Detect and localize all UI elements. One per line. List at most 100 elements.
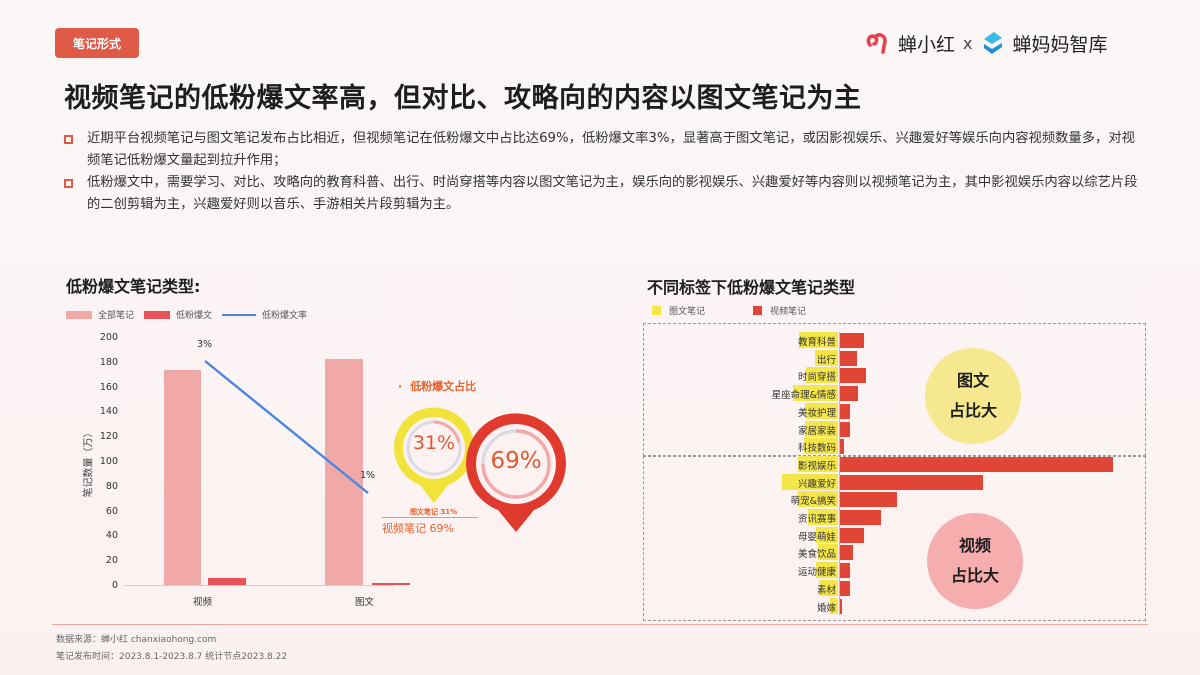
- video-share-bar: [840, 510, 881, 525]
- category-label: 运动健康: [797, 567, 836, 579]
- image-share-highlight: [805, 420, 838, 437]
- bullet-text: 低粉爆文中，需要学习、对比、攻略向的教育科普、出行、时尚穿搭等内容以图文笔记为主…: [87, 175, 1138, 212]
- y-tick: 80: [105, 480, 118, 492]
- image-share-highlight: [793, 385, 838, 402]
- category-label: 兴趣爱好: [797, 478, 836, 490]
- image-dominant-box: [643, 323, 1146, 456]
- category-axis: [839, 332, 840, 616]
- category-label: 家居家装: [797, 425, 836, 437]
- rate-line: [204, 360, 369, 494]
- rate-label-video: 3%: [197, 339, 213, 350]
- summary-bullets: 近期平台视频笔记与图文笔记发布占比相近，但视频笔记在低粉爆文中占比达69%，低粉…: [64, 128, 1144, 216]
- legend-swatch-rate-line: [222, 313, 257, 316]
- bullet-square-icon: [64, 179, 73, 188]
- image-share-highlight: [816, 526, 838, 543]
- y-tick: 120: [99, 431, 118, 443]
- badge-line: 占比大: [950, 566, 999, 585]
- category-label: 美妆护理: [797, 407, 836, 419]
- video-share-value: 69%: [490, 448, 542, 474]
- video-share-bar: [840, 333, 864, 348]
- video-share-bar: [840, 403, 850, 419]
- chanxiaohong-logo-icon: [866, 33, 887, 54]
- footer-divider: [52, 624, 1148, 625]
- category-label: 科技数码: [797, 443, 836, 455]
- bullet-item: 近期平台视频笔记与图文笔记发布占比相近，但视频笔记在低粉爆文中占比达69%，低粉…: [64, 128, 1144, 172]
- y-tick: 140: [99, 406, 118, 418]
- legend-swatch-low-fan: [144, 310, 171, 319]
- x-tick-video: 视频: [193, 597, 213, 608]
- category-label: 时尚穿搭: [797, 372, 836, 384]
- legend-label-rate: 低粉爆文率: [262, 311, 308, 321]
- legend-swatch-all-notes: [66, 310, 92, 319]
- video-share-bar: [840, 545, 853, 561]
- video-share-pin: [466, 413, 566, 532]
- logo-separator: x: [963, 33, 973, 53]
- image-share-highlight: [815, 349, 838, 366]
- image-share-highlight: [818, 544, 838, 561]
- bar-low-fan-image: [372, 583, 410, 585]
- video-share-bar: [840, 456, 1114, 472]
- video-share-bar: [840, 580, 850, 596]
- image-share-highlight: [806, 367, 838, 384]
- image-share-highlight: [830, 597, 838, 614]
- logo-left-text: 蝉小红: [898, 33, 956, 56]
- y-tick: 20: [105, 555, 118, 567]
- bullet-square-icon: [64, 135, 73, 144]
- logo-right-text: 蝉妈妈智库: [1012, 33, 1108, 56]
- video-share-bar: [840, 368, 866, 384]
- image-share-highlight: [808, 509, 838, 525]
- category-label: 教育科普: [797, 337, 836, 348]
- badge-line: 图文: [956, 371, 989, 390]
- y-tick: 180: [99, 356, 118, 368]
- footer-source: 数据来源：蝉小红 chanxiaohong.com: [56, 635, 217, 645]
- image-share-highlight: [798, 491, 838, 508]
- legend-label-video: 视频笔记: [770, 307, 807, 317]
- video-share-bar: [840, 527, 864, 543]
- y-tick: 200: [99, 332, 118, 343]
- category-label: 资讯赛事: [797, 514, 836, 525]
- chanmama-logo-icon: [984, 32, 1003, 54]
- image-share-highlight: [805, 402, 838, 419]
- brand-logos: 蝉小红 x 蝉妈妈智库: [866, 26, 1108, 60]
- legend-label-all-notes: 全部笔记: [98, 311, 135, 321]
- image-share-highlight: [816, 562, 838, 579]
- image-share-highlight: [819, 579, 838, 596]
- badge-line: 视频: [958, 536, 991, 555]
- badge-line: 占比大: [948, 401, 997, 420]
- rate-label-image: 1%: [360, 470, 376, 481]
- category-label: 影视娱乐: [797, 460, 836, 472]
- y-tick: 0: [111, 580, 118, 591]
- image-share-caption: 图文笔记 31%: [410, 508, 458, 516]
- category-label: 美食饮品: [797, 549, 836, 561]
- footer-period: 笔记发布时间：2023.8.1-2023.8.7 统计节点2023.8.22: [56, 652, 288, 662]
- bullet-item: 低粉爆文中，需要学习、对比、攻略向的教育科普、出行、时尚穿搭等内容以图文笔记为主…: [64, 172, 1144, 216]
- bullet-text: 近期平台视频笔记与图文笔记发布占比相近，但视频笔记在低粉爆文中占比达69%，低粉…: [87, 131, 1135, 168]
- page-title: 视频笔记的低粉爆文率高，但对比、攻略向的内容以图文笔记为主: [64, 83, 862, 114]
- image-share-highlight: [798, 455, 838, 472]
- image-share-highlight: [782, 473, 838, 490]
- right-chart-legend: 图文笔记 视频笔记: [652, 304, 806, 317]
- legend-swatch-image: [652, 306, 661, 315]
- left-chart-legend: 全部笔记 低粉爆文 低粉爆文率: [66, 308, 307, 321]
- video-share-caption: 视频笔记 69%: [382, 522, 454, 535]
- category-label: 萌宠&搞笑: [790, 496, 836, 508]
- x-axis-line: [124, 585, 394, 586]
- legend-label-low-fan: 低粉爆文: [176, 311, 213, 321]
- video-share-bar: [840, 492, 897, 508]
- left-chart-y-axis: 200 180 160 140 120 100 80 60 40 20 0: [92, 332, 122, 592]
- share-panel-title: 低粉爆文占比: [410, 380, 477, 393]
- y-tick: 40: [105, 530, 118, 542]
- video-share-bar: [840, 598, 842, 614]
- y-tick: 60: [105, 505, 118, 517]
- image-dominant-badge: 图文 占比大: [925, 348, 1021, 444]
- bar-all-notes-video: [164, 370, 201, 585]
- image-share-pin: [394, 407, 474, 503]
- video-share-bar: [840, 474, 983, 490]
- image-share-value: 31%: [412, 432, 456, 454]
- image-share-highlight: [799, 332, 838, 348]
- video-share-bar: [840, 439, 844, 455]
- bar-low-fan-video: [208, 578, 246, 585]
- left-chart-title: 低粉爆文笔记类型:: [66, 277, 201, 296]
- section-tag: 笔记形式: [55, 28, 139, 58]
